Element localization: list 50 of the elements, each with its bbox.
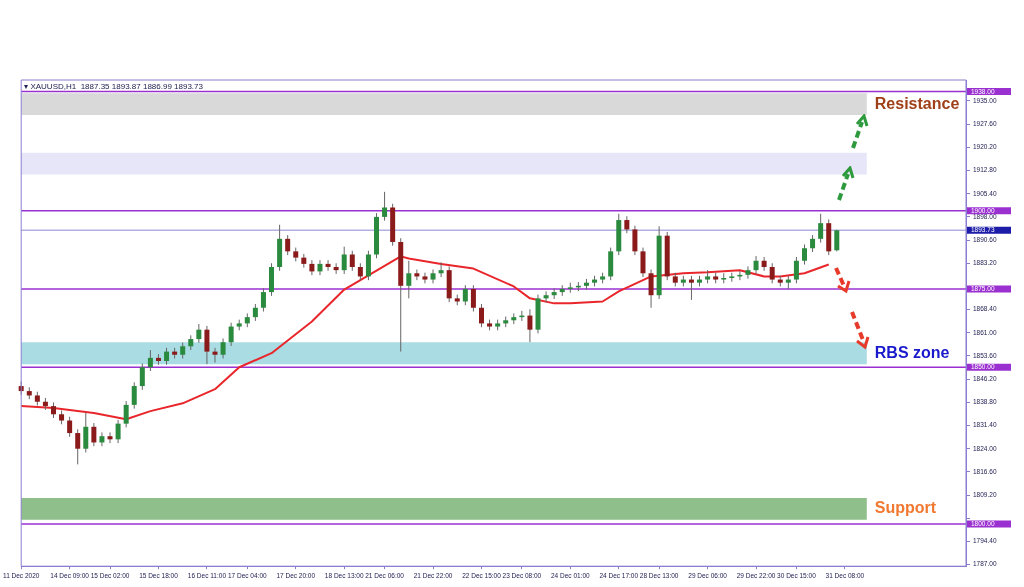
candlestick: [196, 323, 202, 344]
candlestick: [341, 246, 347, 275]
candlestick: [349, 250, 355, 272]
candlestick: [220, 337, 226, 359]
candlestick: [793, 256, 799, 284]
candlestick: [212, 347, 218, 364]
candlestick: [83, 412, 89, 453]
candlestick: [325, 259, 331, 272]
candlestick: [406, 260, 412, 299]
candlestick: [632, 225, 638, 256]
candlestick: [462, 284, 468, 306]
candlestick: [818, 213, 824, 244]
candlestick: [801, 243, 807, 266]
candlestick: [99, 431, 105, 447]
candlestick: [107, 431, 113, 444]
candlestick: [365, 250, 371, 281]
candlestick: [648, 269, 654, 309]
chart-subtitle: ▾ XAUUSD,H1 1887.35 1893.87 1886.99 1893.73: [24, 82, 204, 92]
candlestick: [309, 259, 315, 276]
candlestick: [438, 261, 444, 278]
candlestick: [640, 247, 646, 278]
candlestick: [228, 322, 234, 347]
candlestick: [123, 400, 129, 428]
candlestick: [688, 275, 694, 301]
candlestick: [478, 303, 484, 328]
candlestick: [91, 422, 97, 447]
candlestick: [260, 287, 266, 313]
candlestick: [131, 381, 137, 410]
candlestick: [285, 234, 291, 256]
candlestick: [333, 262, 339, 275]
candlestick: [543, 290, 549, 303]
candlestick: [527, 308, 533, 343]
candlestick: [422, 272, 428, 284]
candlestick: [382, 191, 388, 222]
candlestick: [75, 428, 81, 465]
candlestick: [204, 325, 210, 365]
candlestick: [761, 256, 767, 272]
candlestick: [317, 259, 323, 276]
band-label: Resistance: [874, 94, 960, 112]
band-label: RBS zone: [874, 343, 950, 361]
candlestick: [470, 284, 476, 313]
candlestick: [769, 262, 775, 284]
band-label: Support: [874, 499, 937, 517]
candlestick: [414, 269, 420, 281]
candlestick: [745, 265, 751, 280]
candlestick: [139, 363, 145, 391]
candlestick: [147, 349, 153, 372]
candlestick: [115, 419, 121, 444]
candlestick: [67, 416, 73, 438]
candlestick: [753, 255, 759, 275]
